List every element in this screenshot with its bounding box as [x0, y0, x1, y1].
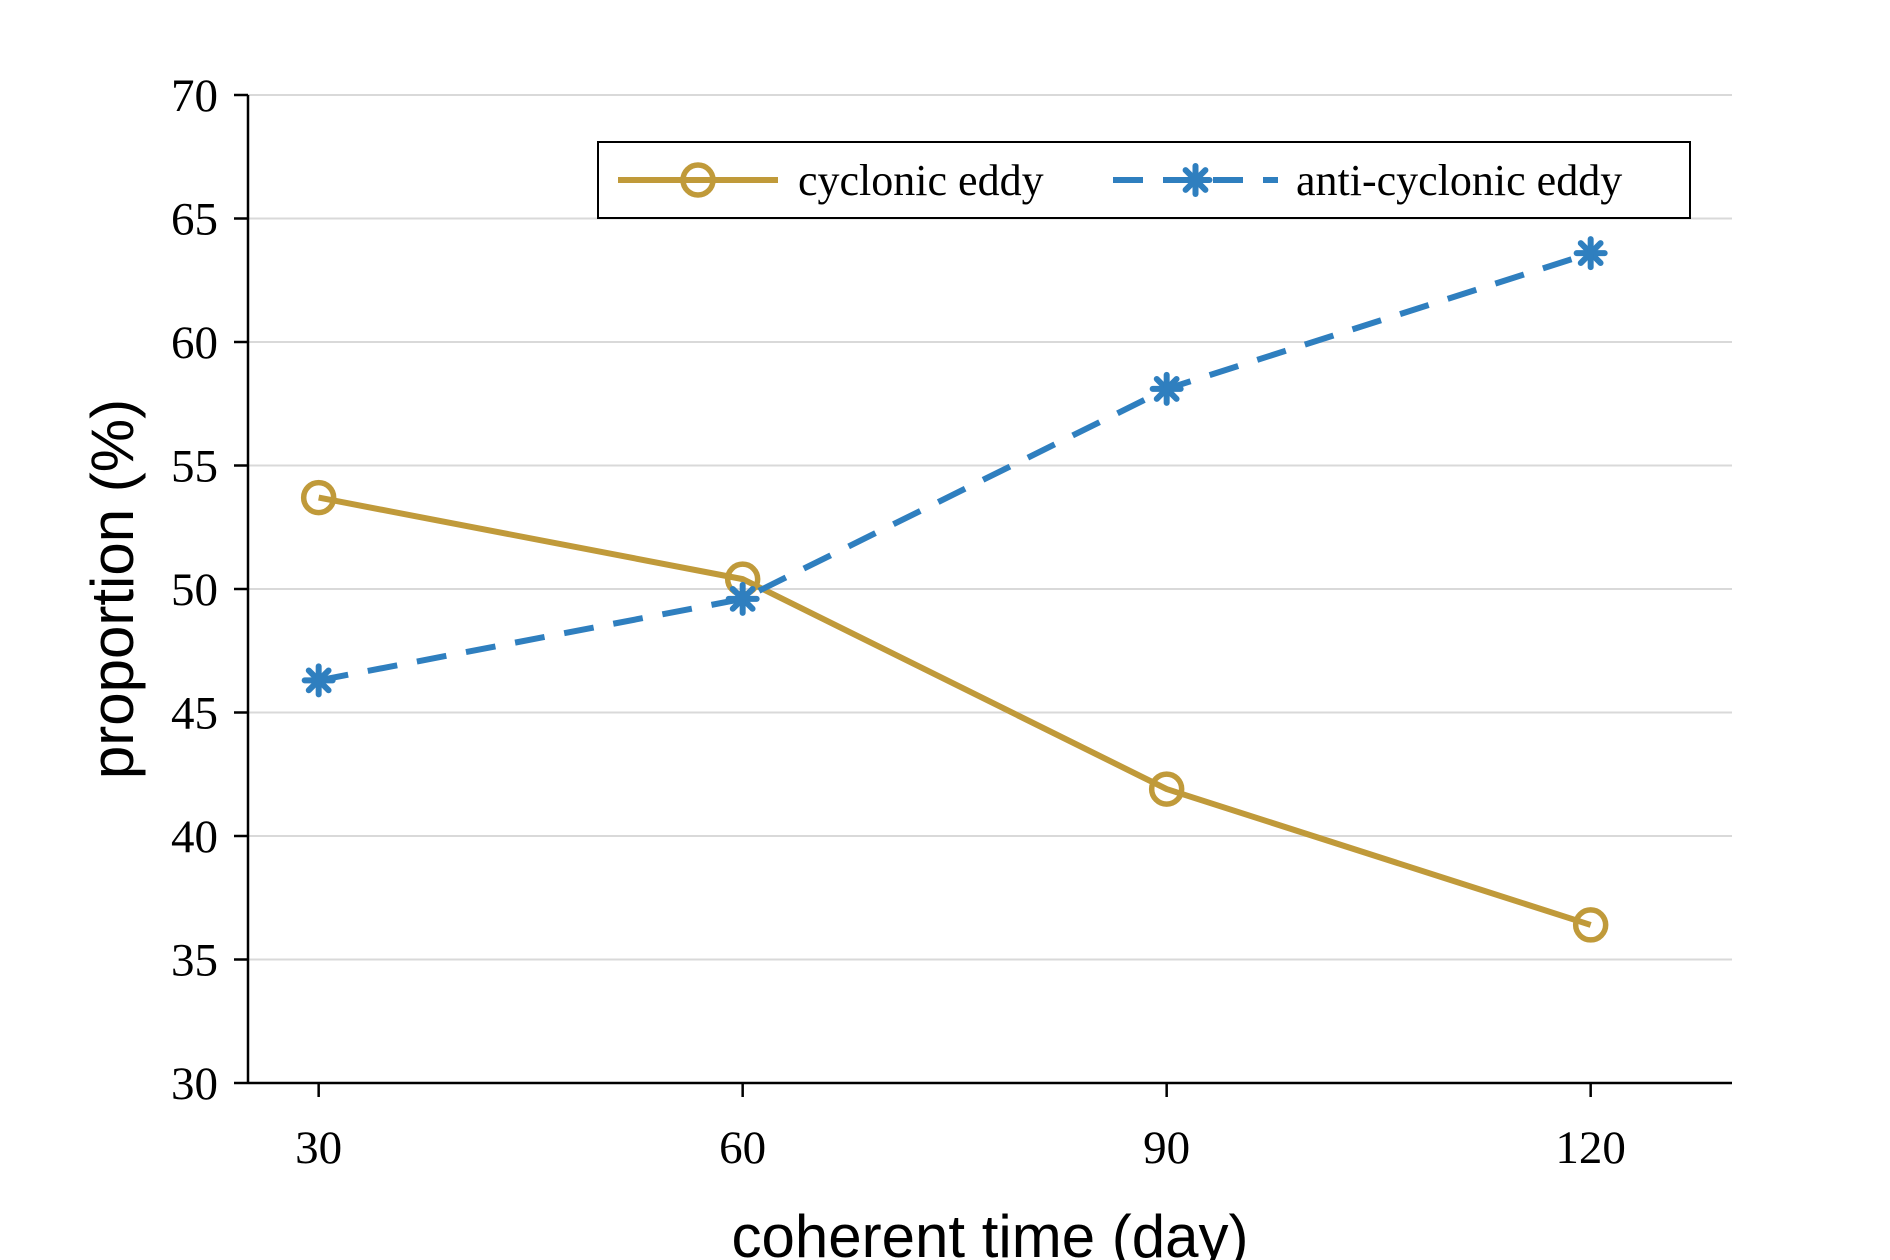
series-line [318, 250, 1592, 684]
y-tick-label: 65 [171, 194, 218, 246]
legend-label: anti-cyclonic eddy [1296, 156, 1622, 205]
legend-item: cyclonic eddy [618, 156, 1044, 205]
series-anti-cyclonic-eddy [301, 236, 1608, 698]
asterisk-stroke [729, 585, 756, 612]
legend-box [597, 141, 1691, 219]
legend-items: cyclonic eddy anti-cyclonic eddy [618, 156, 1622, 205]
asterisk-stroke [305, 667, 332, 694]
circle-marker [300, 479, 337, 516]
y-ticks: 30 35 40 45 50 55 60 65 70 [171, 70, 248, 1110]
y-tick-label: 45 [171, 688, 218, 740]
circle-marker [1572, 907, 1609, 943]
y-axis-title: proportion (%) [79, 399, 146, 779]
circle-marker [1148, 771, 1185, 807]
x-ticks: 30 60 90 120 [295, 1083, 1626, 1174]
asterisk-marker [1573, 236, 1608, 271]
asterisk-stroke [1577, 240, 1604, 266]
y-tick-label: 60 [171, 317, 218, 369]
asterisk-marker [725, 581, 760, 616]
circle-marker [680, 162, 716, 198]
series-line [318, 494, 1592, 928]
legend-label: cyclonic eddy [798, 156, 1044, 205]
x-tick-label: 120 [1555, 1122, 1626, 1174]
x-tick-label: 30 [295, 1122, 342, 1174]
y-tick-label: 35 [171, 935, 218, 987]
asterisk-marker [301, 663, 336, 698]
asterisk-stroke [1182, 167, 1209, 193]
legend: cyclonic eddy anti-cyclonic eddy [597, 141, 1691, 219]
legend-item: anti-cyclonic eddy [1113, 156, 1622, 205]
x-axis-title: coherent time (day) [732, 1203, 1249, 1260]
y-tick-label: 50 [171, 564, 218, 616]
asterisk-marker [1178, 163, 1213, 197]
series-cyclonic-eddy [300, 479, 1609, 943]
asterisk-marker [1149, 371, 1184, 406]
y-tick-label: 30 [171, 1058, 218, 1110]
data-series [300, 236, 1609, 943]
grid-lines [248, 94, 1732, 961]
x-tick-label: 90 [1143, 1122, 1190, 1174]
asterisk-stroke [1153, 376, 1180, 402]
y-tick-label: 55 [171, 441, 218, 493]
y-tick-label: 40 [171, 811, 218, 863]
x-tick-label: 60 [719, 1122, 766, 1174]
y-tick-label: 70 [171, 70, 218, 122]
